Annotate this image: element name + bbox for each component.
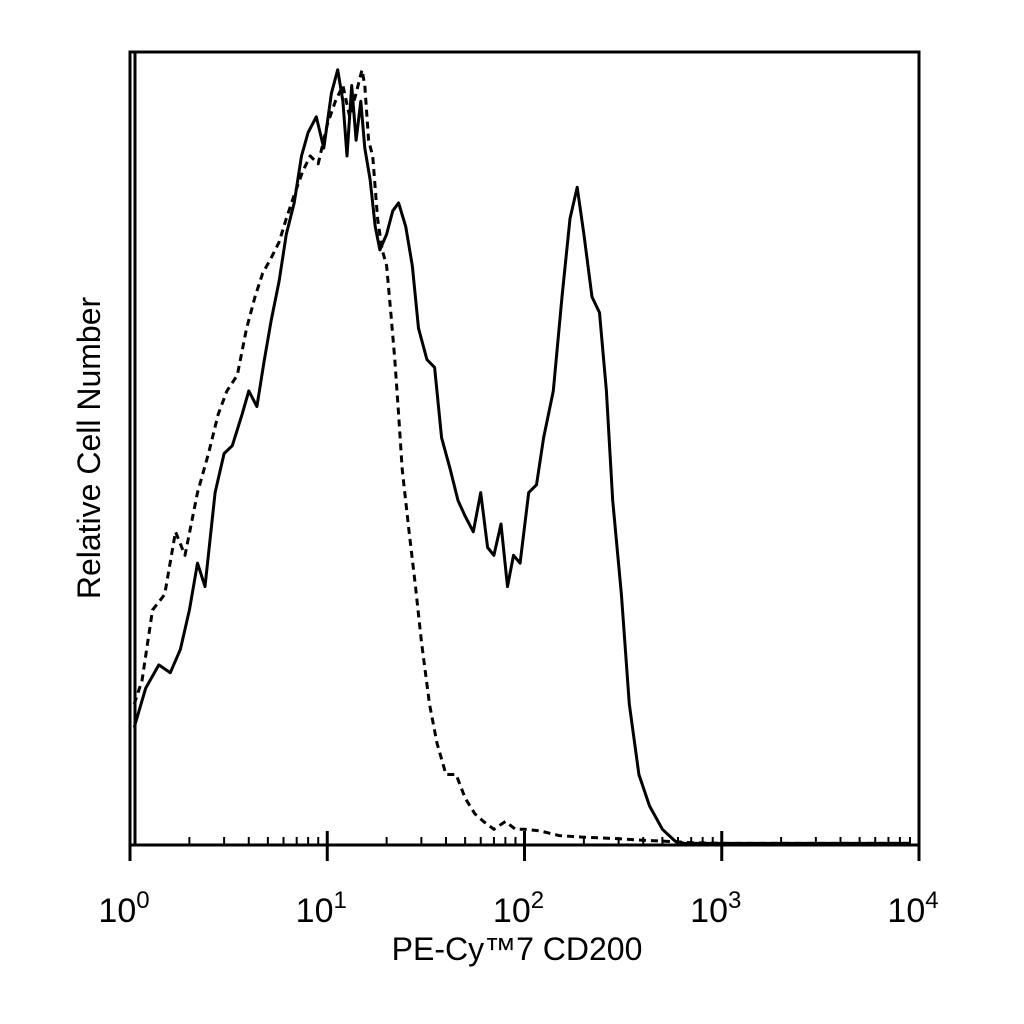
x-tick-label: 102: [493, 887, 544, 930]
x-axis-title: PE-Cy™7 CD200: [392, 931, 643, 967]
x-tick-labels: 100 101 102 103 104: [98, 887, 938, 930]
plot-frame: [128, 50, 921, 847]
y-axis-title: Relative Cell Number: [71, 296, 107, 599]
x-tick-label: 104: [887, 887, 938, 930]
series-line-solid: [132, 68, 910, 845]
x-tick-label: 101: [296, 887, 347, 930]
series-line-dashed: [132, 68, 910, 845]
x-tick-label: 100: [98, 887, 149, 930]
series-layer: [132, 68, 910, 845]
x-tick-label: 103: [690, 887, 741, 930]
